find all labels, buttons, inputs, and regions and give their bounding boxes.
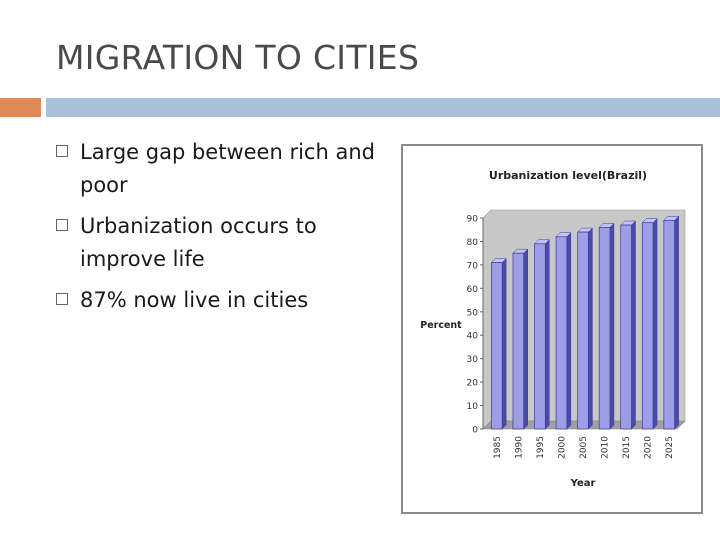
bullet-item: Urbanization occurs to improve life [56, 210, 376, 276]
chart-title: Urbanization level(Brazil) [489, 169, 647, 182]
y-tick-label: 90 [467, 215, 479, 225]
bullet-list: Large gap between rich and poor Urbaniza… [56, 136, 376, 325]
x-tick-label: 1990 [514, 436, 524, 459]
bar-side [566, 232, 572, 430]
y-tick-label: 30 [467, 355, 479, 365]
bar [598, 227, 611, 430]
chart-frame: Urbanization level(Brazil) 0 10 20 30 40 50 60 7… [401, 144, 703, 514]
slide-title: MIGRATION TO CITIES [56, 38, 420, 77]
y-tick-label: 60 [467, 285, 479, 295]
bar [641, 222, 654, 430]
bar-side [523, 248, 528, 430]
y-tick-label: 50 [467, 308, 479, 318]
bar [577, 231, 589, 430]
x-tick-label: 1995 [536, 436, 546, 459]
bullet-text: 87% now live in cities [80, 288, 309, 312]
bullet-square-icon [56, 219, 68, 231]
bar [555, 236, 568, 430]
x-tick-label: 2025 [665, 436, 675, 459]
bar-side [652, 218, 658, 430]
x-tick-label: 2020 [644, 436, 654, 459]
bar-side [545, 239, 550, 430]
bar-side [609, 222, 615, 430]
bar-side [674, 215, 679, 430]
bar [512, 252, 525, 430]
x-tick-label: 2015 [622, 436, 632, 459]
y-tick-label: 70 [467, 261, 479, 271]
accent-bar [0, 98, 41, 117]
bar-side [588, 227, 593, 430]
bullet-text: Large gap between rich and poor [80, 140, 375, 197]
urbanization-chart: Urbanization level(Brazil) 0 10 20 30 40 50 60 7… [420, 169, 686, 489]
bar-side [501, 257, 507, 430]
bullet-square-icon [56, 145, 68, 157]
bar [534, 243, 546, 430]
y-tick-label: 20 [467, 379, 479, 389]
x-tick-label: 2010 [601, 436, 611, 459]
x-tick-label: 1985 [493, 436, 503, 459]
y-tick-label: 10 [467, 402, 479, 412]
bar [491, 262, 503, 430]
bullet-item: Large gap between rich and poor [56, 136, 376, 202]
x-tick-label: 2005 [579, 436, 589, 459]
y-tick-label: 40 [467, 332, 479, 342]
bar-side [631, 220, 636, 430]
x-tick-label: 2000 [557, 436, 567, 459]
y-axis-label: Percent [420, 320, 462, 331]
title-underline-bar [46, 98, 720, 117]
bullet-square-icon [56, 293, 68, 305]
x-axis-label: Year [570, 478, 596, 489]
y-tick-label: 0 [472, 426, 478, 436]
bar [663, 219, 675, 430]
bullet-item: 87% now live in cities [56, 284, 376, 317]
bar [620, 224, 632, 430]
bullet-text: Urbanization occurs to improve life [80, 214, 317, 271]
y-tick-label: 80 [467, 238, 479, 248]
